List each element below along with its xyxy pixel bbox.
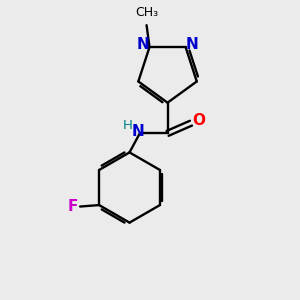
Text: H: H — [122, 119, 132, 132]
Text: O: O — [192, 113, 205, 128]
Text: F: F — [68, 199, 78, 214]
Text: CH₃: CH₃ — [135, 6, 158, 19]
Text: N: N — [137, 37, 149, 52]
Text: N: N — [132, 124, 145, 140]
Text: N: N — [186, 37, 198, 52]
